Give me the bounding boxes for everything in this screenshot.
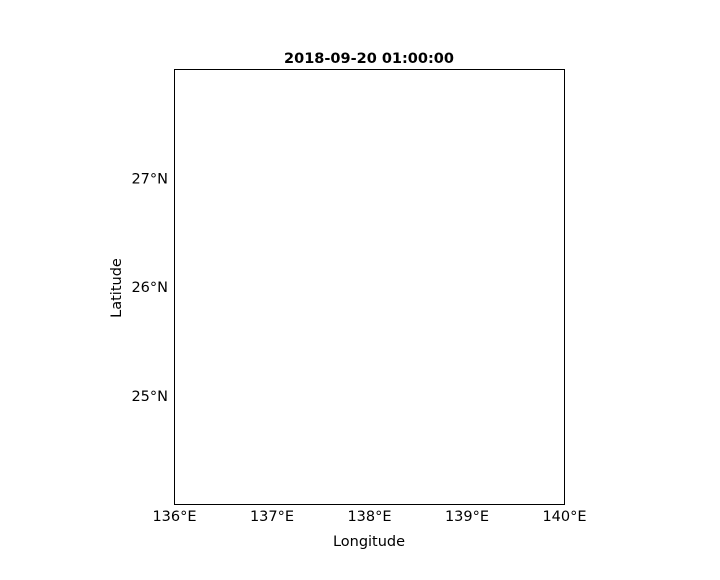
y-axis-ticks: 25°N 26°N 27°N — [131, 171, 168, 405]
x-tick-label: 136°E — [152, 509, 196, 525]
x-tick-label: 138°E — [347, 509, 391, 525]
x-axis-ticks: 136°E 137°E 138°E 139°E 140°E — [152, 509, 586, 525]
y-axis-label: Latitude — [109, 258, 125, 318]
x-axis-label: Longitude — [333, 534, 405, 550]
y-tick-label: 26°N — [131, 280, 168, 296]
x-tick-label: 137°E — [250, 509, 294, 525]
y-tick-label: 25°N — [131, 389, 168, 405]
chart-title: 2018-09-20 01:00:00 — [284, 51, 454, 67]
x-tick-label: 140°E — [542, 509, 586, 525]
plot-area-frame — [174, 69, 565, 505]
x-tick-label: 139°E — [445, 509, 489, 525]
y-tick-label: 27°N — [131, 171, 168, 187]
